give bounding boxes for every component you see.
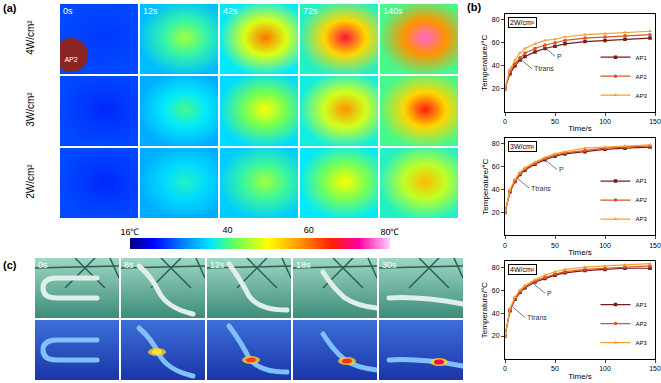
svg-text:4W/cm²: 4W/cm² <box>510 266 535 273</box>
svg-text:AP1: AP1 <box>636 55 648 61</box>
svg-text:12s: 12s <box>210 260 225 270</box>
html-text:42s: 42s <box>223 6 238 16</box>
svg-text:AP1: AP1 <box>636 178 648 184</box>
svg-text:50: 50 <box>551 365 559 372</box>
svg-text:150: 150 <box>649 118 661 125</box>
html-text:3W/cm²: 3W/cm² <box>24 92 36 127</box>
svg-text:Temperature/°C: Temperature/°C <box>481 158 490 214</box>
svg-text:100: 100 <box>599 242 611 249</box>
html-text:AP2: AP2 <box>64 56 78 63</box>
svg-text:40: 40 <box>492 310 500 317</box>
html-text:2W/cm²: 2W/cm² <box>24 164 36 199</box>
svg-text:20: 20 <box>492 332 500 339</box>
html-text:140s: 140s <box>383 6 403 16</box>
svg-text:40: 40 <box>492 186 500 193</box>
svg-text:0: 0 <box>503 365 507 372</box>
svg-text:3W/cm²: 3W/cm² <box>510 143 535 150</box>
html-text:80℃: 80℃ <box>380 227 400 237</box>
svg-text:P: P <box>557 53 562 60</box>
svg-text:Temperature/°C: Temperature/°C <box>481 35 490 91</box>
svg-text:80: 80 <box>492 140 500 147</box>
svg-text:Ttrans: Ttrans <box>534 65 554 72</box>
html-text:(c): (c) <box>3 259 17 271</box>
svg-text:Temperature/°C: Temperature/°C <box>481 282 490 338</box>
svg-text:20: 20 <box>492 209 500 216</box>
svg-text:P: P <box>547 290 552 297</box>
svg-text:150: 150 <box>649 242 661 249</box>
svg-text:150: 150 <box>649 365 661 372</box>
html-text:72s: 72s <box>303 6 318 16</box>
svg-text:18s: 18s <box>296 260 311 270</box>
html-text:40: 40 <box>222 225 233 235</box>
svg-text:60: 60 <box>492 163 500 170</box>
svg-text:0: 0 <box>503 242 507 249</box>
svg-text:60: 60 <box>492 39 500 46</box>
svg-text:80: 80 <box>492 264 500 271</box>
html-text:16℃: 16℃ <box>120 227 140 237</box>
svg-text:Time/s: Time/s <box>568 248 592 257</box>
svg-text:0s: 0s <box>38 260 48 270</box>
svg-text:0: 0 <box>503 118 507 125</box>
svg-text:8s: 8s <box>124 260 134 270</box>
html-text:(a): (a) <box>3 2 17 14</box>
svg-text:80: 80 <box>492 16 500 23</box>
html-text:60: 60 <box>303 225 314 235</box>
svg-text:50: 50 <box>551 242 559 249</box>
html-text:(b): (b) <box>467 1 481 13</box>
svg-text:100: 100 <box>599 118 611 125</box>
svg-text:40: 40 <box>492 62 500 69</box>
svg-text:P: P <box>559 166 564 173</box>
svg-text:AP3: AP3 <box>636 93 648 99</box>
svg-text:60: 60 <box>492 287 500 294</box>
svg-text:AP2: AP2 <box>636 321 648 327</box>
svg-text:AP3: AP3 <box>636 216 648 222</box>
html-text:4W/cm²: 4W/cm² <box>24 20 36 55</box>
svg-text:AP2: AP2 <box>636 197 648 203</box>
svg-text:Ttrans: Ttrans <box>531 185 551 192</box>
html-text:0s: 0s <box>63 6 73 16</box>
svg-text:Time/s: Time/s <box>568 372 592 381</box>
svg-text:Time/s: Time/s <box>568 124 592 133</box>
svg-text:50: 50 <box>551 118 559 125</box>
svg-text:100: 100 <box>599 365 611 372</box>
svg-text:AP2: AP2 <box>636 74 648 80</box>
svg-text:AP3: AP3 <box>636 340 648 346</box>
svg-text:2W/cm²: 2W/cm² <box>510 19 535 26</box>
svg-text:AP1: AP1 <box>636 302 648 308</box>
svg-text:30s: 30s <box>382 260 397 270</box>
svg-text:20: 20 <box>492 85 500 92</box>
html-text:12s: 12s <box>143 6 158 16</box>
svg-text:Ttrans: Ttrans <box>527 314 547 321</box>
